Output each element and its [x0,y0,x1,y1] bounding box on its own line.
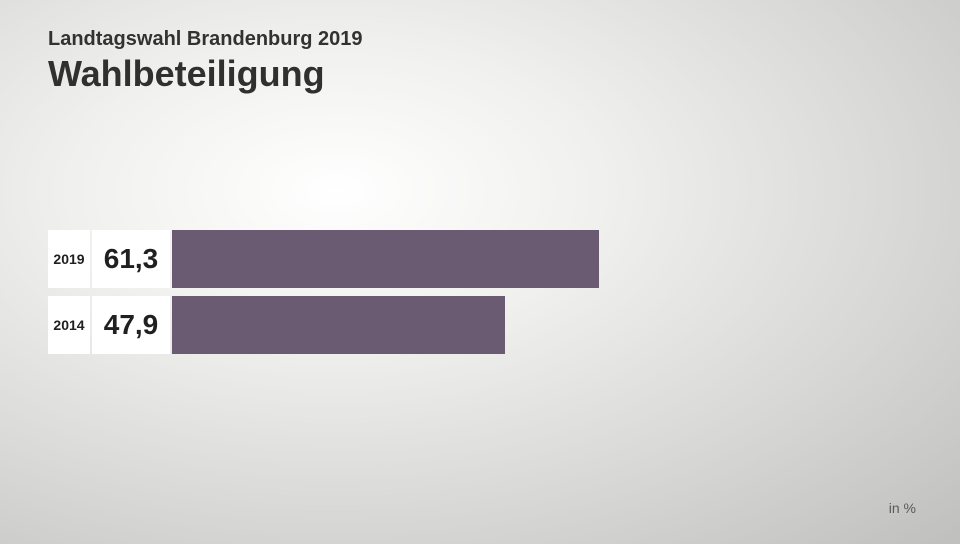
bar-value-label: 47,9 [92,296,170,354]
chart-title: Wahlbeteiligung [48,53,960,95]
unit-label: in % [889,500,916,516]
chart-area: 2019 61,3 2014 47,9 [48,230,868,362]
chart-subtitle: Landtagswahl Brandenburg 2019 [48,28,960,51]
bar-container [172,296,868,354]
bar [172,230,599,288]
bar-value-label: 61,3 [92,230,170,288]
chart-header: Landtagswahl Brandenburg 2019 Wahlbeteil… [0,0,960,95]
bar [172,296,505,354]
bar-row: 2014 47,9 [48,296,868,354]
bar-row: 2019 61,3 [48,230,868,288]
bar-container [172,230,868,288]
bar-year-label: 2014 [48,296,90,354]
bar-year-label: 2019 [48,230,90,288]
